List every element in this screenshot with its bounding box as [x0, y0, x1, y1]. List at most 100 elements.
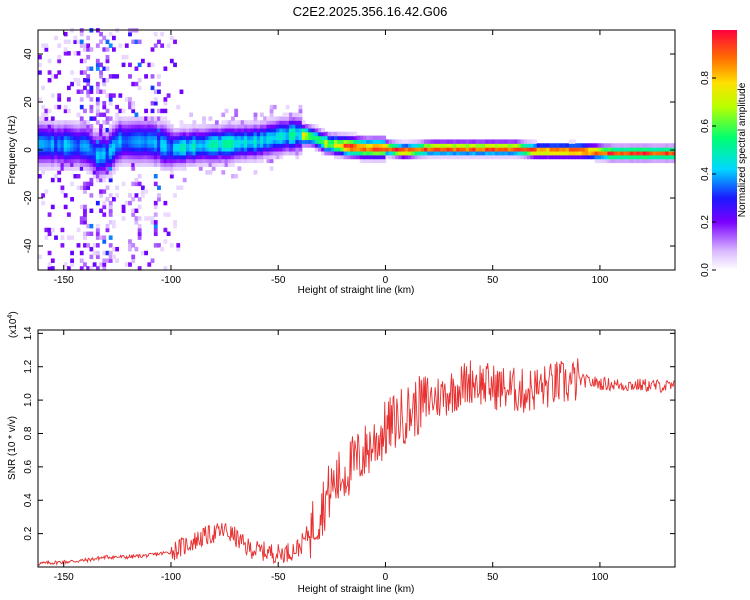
- spectrogram-cell: [137, 223, 142, 229]
- spectrogram-cell: [642, 143, 647, 148]
- spectrogram-cell: [66, 162, 71, 167]
- spectrogram-cell: [247, 147, 251, 152]
- spectrogram-cell: [83, 139, 87, 144]
- spectrogram-cell: [131, 39, 136, 45]
- spectrogram-cell: [536, 143, 541, 148]
- spectrogram-cell: [350, 143, 354, 148]
- spectrogram-cell: [41, 158, 46, 164]
- spectrogram-cell: [134, 139, 139, 144]
- spectrogram-cell: [491, 150, 496, 156]
- spectrogram-cell: [83, 85, 87, 91]
- spectrogram-x-tick-label: -100: [161, 275, 181, 286]
- spectrogram-cell: [263, 131, 268, 137]
- spectrogram-cell: [305, 131, 309, 137]
- spectrogram-cell: [44, 135, 49, 141]
- spectrogram-cell: [337, 139, 342, 144]
- spectrogram-cell: [38, 174, 42, 179]
- spectrogram-cell: [111, 220, 116, 225]
- spectrogram-cell: [128, 239, 132, 244]
- snr-y-tick-label: 1.0: [23, 393, 34, 407]
- spectrogram-cell: [128, 127, 132, 133]
- spectrogram-cell: [83, 243, 87, 248]
- spectrogram-cell: [362, 150, 367, 156]
- spectrogram-cell: [108, 135, 113, 141]
- spectrogram-cell: [131, 208, 136, 213]
- spectrogram-cell: [79, 154, 84, 160]
- spectrogram-cell: [523, 147, 528, 152]
- spectrogram-cell: [79, 250, 84, 256]
- spectrogram-cell: [131, 104, 136, 110]
- spectrogram-cell: [610, 150, 615, 156]
- spectrogram-cell: [205, 143, 210, 148]
- spectrogram-cell: [195, 158, 200, 164]
- spectrogram-cell: [465, 139, 470, 144]
- spectrogram-cell: [92, 116, 97, 121]
- spectrogram-cell: [259, 127, 264, 133]
- spectrogram-cell: [356, 154, 361, 160]
- spectrogram-cell: [662, 147, 666, 152]
- spectrogram-cell: [102, 135, 107, 141]
- spectrogram-cell: [298, 104, 303, 110]
- spectrogram-cell: [108, 131, 113, 137]
- spectrogram-cell: [379, 150, 383, 156]
- spectrogram-cell: [510, 139, 515, 144]
- spectrogram-cell: [453, 154, 457, 160]
- spectrogram-cell: [253, 154, 258, 160]
- spectrogram-cell: [92, 135, 97, 141]
- spectrogram-cell: [140, 131, 145, 137]
- spectrogram-cell: [375, 139, 380, 144]
- spectrogram-cell: [530, 147, 535, 152]
- spectrogram-x-tick-label: 100: [592, 275, 609, 286]
- spectrogram-cell: [369, 158, 374, 164]
- spectrogram-cell: [137, 135, 142, 141]
- spectrogram-cell: [498, 154, 502, 160]
- spectrogram-cell: [70, 250, 74, 256]
- spectrogram-cell: [38, 158, 42, 164]
- spectrogram-cell: [414, 143, 419, 148]
- spectrogram-cell: [38, 62, 42, 68]
- spectrogram-cell: [433, 154, 438, 160]
- spectrogram-cell: [66, 127, 71, 133]
- spectrogram-cell: [295, 120, 300, 125]
- spectrogram-cell: [343, 131, 348, 137]
- spectrogram-cell: [633, 154, 637, 160]
- spectrogram-cell: [202, 150, 206, 156]
- spectrogram-cell: [41, 166, 46, 171]
- spectrogram-cell: [131, 158, 136, 164]
- spectrogram-cell: [153, 231, 158, 237]
- spectrogram-cell: [111, 158, 116, 164]
- spectrogram-cell: [144, 150, 148, 156]
- spectrogram-cell: [301, 143, 306, 148]
- spectrogram-cell: [79, 204, 84, 210]
- spectrogram-cell: [118, 116, 123, 121]
- spectrogram-cell: [86, 127, 91, 133]
- spectrogram-cell: [314, 127, 319, 133]
- spectrogram-cell: [95, 174, 100, 179]
- spectrogram-cell: [356, 143, 361, 148]
- spectrogram-cell: [594, 150, 599, 156]
- spectrogram-cell: [288, 143, 293, 148]
- spectrogram-cell: [54, 127, 58, 133]
- spectrogram-cell: [134, 116, 139, 121]
- spectrogram-cell: [504, 147, 509, 152]
- spectrogram-cell: [340, 139, 345, 144]
- spectrogram-cell: [224, 124, 229, 129]
- spectrogram-cell: [63, 204, 68, 210]
- spectrogram-cell: [224, 150, 229, 156]
- spectrogram-cell: [308, 124, 313, 129]
- spectrogram-cell: [465, 143, 470, 148]
- spectrogram-cell: [57, 158, 62, 164]
- spectrogram-cell: [366, 147, 370, 152]
- spectrogram-cell: [462, 139, 467, 144]
- spectrogram-cell: [263, 147, 268, 152]
- spectrogram-cell: [95, 200, 100, 206]
- spectrogram-cell: [173, 154, 177, 160]
- spectrogram-cell: [375, 135, 380, 141]
- spectrogram-cell: [401, 139, 406, 144]
- spectrogram-cell: [124, 262, 129, 267]
- spectrogram-cell: [646, 147, 650, 152]
- spectrogram-cell: [359, 135, 364, 141]
- spectrogram-cell: [176, 135, 181, 141]
- spectrogram-cell: [144, 143, 148, 148]
- spectrogram-cell: [243, 135, 248, 141]
